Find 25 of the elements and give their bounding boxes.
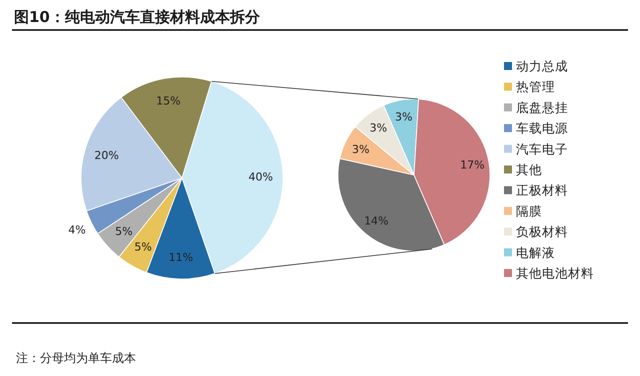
data-label: 3% (394, 110, 412, 124)
chart-title: 图10：纯电动汽车直接材料成本拆分 (14, 8, 261, 26)
legend-label: 汽车电子 (516, 141, 568, 156)
data-label: 15% (156, 94, 181, 108)
legend-label: 底盘悬挂 (516, 100, 568, 115)
data-label: 5% (115, 225, 133, 238)
legend-label: 其他电池材料 (516, 266, 594, 280)
legend-label: 负极材料 (516, 224, 568, 240)
data-label: 3% (370, 122, 388, 135)
legend-label: 车载电源 (516, 120, 568, 136)
data-label: 20% (94, 148, 119, 162)
data-label: 11% (168, 250, 194, 264)
data-label: 17% (460, 158, 485, 172)
data-label: 4% (68, 224, 86, 237)
data-label: 5% (134, 240, 152, 254)
data-label: 3% (352, 143, 370, 156)
legend-label: 正极材料 (516, 182, 568, 198)
legend-label: 动力总成 (516, 58, 568, 74)
data-label: 14% (364, 214, 389, 228)
data-label: 40% (248, 170, 273, 184)
legend-label: 隔膜 (516, 203, 542, 218)
legend-label: 热管理 (516, 79, 555, 94)
legend-label: 电解液 (516, 244, 555, 260)
text: 注：分母均为单车成本 (16, 351, 136, 365)
legend-label: 其他 (516, 162, 542, 177)
